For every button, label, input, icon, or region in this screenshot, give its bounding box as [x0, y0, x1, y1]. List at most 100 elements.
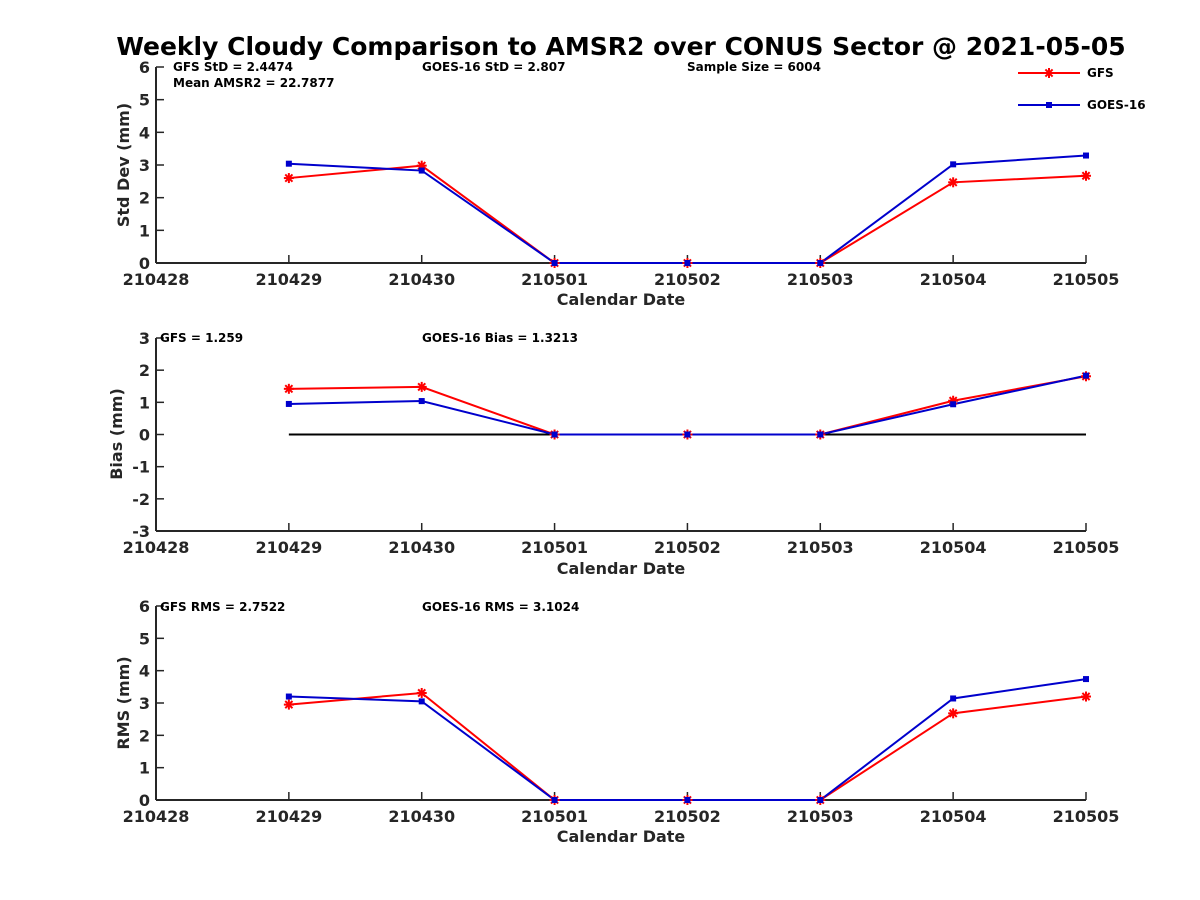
data-point-gfs — [416, 687, 427, 698]
chart-title: Weekly Cloudy Comparison to AMSR2 over C… — [116, 32, 1125, 61]
x-axis-label: Calendar Date — [557, 827, 686, 846]
x-tick-label: 210502 — [654, 538, 721, 557]
series-layer — [283, 676, 1091, 805]
y-tick-label: 2 — [139, 726, 150, 745]
data-point-goes16 — [817, 260, 824, 266]
series-line-gfs — [288, 375, 1087, 436]
annotation-gfs-bias: GFS = 1.259 — [160, 331, 243, 345]
y-tick-label: -3 — [132, 522, 150, 541]
annotation-goes16-std: GOES-16 StD = 2.807 — [422, 60, 565, 74]
data-point-goes16 — [418, 398, 425, 405]
data-point-gfs — [1081, 691, 1091, 702]
legend-entry-goes16: GOES-16 — [1018, 98, 1146, 112]
x-tick-label: 210502 — [654, 270, 721, 289]
y-axis-label: Bias (mm) — [107, 388, 126, 480]
x-tick-label: 210505 — [1053, 807, 1120, 826]
y-tick-label: -2 — [132, 490, 150, 509]
x-axis-label: Calendar Date — [557, 290, 686, 309]
data-point-goes16 — [950, 401, 957, 408]
data-point-goes16 — [684, 797, 691, 803]
x-tick-labels: 210428 210429 210430 210501 210502 210503 2105… — [123, 523, 1120, 557]
legend-marker-goes16 — [1046, 102, 1052, 108]
x-tick-label: 210505 — [1053, 270, 1120, 289]
y-tick-label: 0 — [139, 254, 150, 273]
legend-label-goes16: GOES-16 — [1087, 98, 1146, 112]
data-point-goes16 — [551, 797, 558, 803]
y-axis-label: RMS (mm) — [114, 656, 133, 749]
series-layer — [283, 152, 1091, 268]
y-tick-label: 3 — [139, 156, 150, 175]
x-tick-label: 210429 — [255, 538, 322, 557]
x-tick-label: 210503 — [787, 270, 854, 289]
data-point-goes16 — [285, 160, 292, 167]
legend-label-gfs: GFS — [1087, 66, 1114, 80]
data-point-gfs — [416, 381, 427, 392]
data-point-goes16 — [684, 431, 691, 438]
legend-marker-gfs — [1044, 68, 1054, 78]
data-point-goes16 — [950, 695, 957, 702]
x-tick-labels: 210428 210429 210430 210501 210502 210503 2105… — [123, 792, 1120, 826]
x-tick-label: 210501 — [521, 807, 588, 826]
y-tick-label: 4 — [139, 662, 150, 681]
data-point-gfs — [283, 699, 294, 710]
x-tick-label: 210430 — [388, 270, 455, 289]
annotation-goes16-rms: GOES-16 RMS = 3.1024 — [422, 600, 579, 614]
y-tick-label: -1 — [132, 458, 150, 477]
x-tick-label: 210430 — [388, 807, 455, 826]
data-point-goes16 — [1083, 372, 1089, 379]
y-tick-label: 0 — [139, 791, 150, 810]
series-layer — [283, 371, 1091, 440]
y-tick-label: 1 — [139, 759, 150, 778]
data-point-goes16 — [817, 797, 824, 803]
data-point-gfs — [948, 177, 959, 188]
y-tick-labels: 0 1 2 3 4 5 6 — [139, 597, 164, 810]
x-tick-labels: 210428 210429 210430 210501 210502 210503 2105… — [123, 255, 1120, 289]
series-line-gfs — [288, 691, 1087, 801]
data-point-gfs — [283, 173, 294, 184]
y-axis-label: Std Dev (mm) — [114, 103, 133, 227]
series-line-goes16 — [288, 678, 1087, 801]
y-tick-label: 5 — [139, 629, 150, 648]
data-point-goes16 — [1083, 676, 1089, 683]
x-tick-label: 210503 — [787, 807, 854, 826]
data-point-goes16 — [1083, 152, 1089, 159]
data-point-goes16 — [418, 698, 425, 705]
data-point-goes16 — [551, 431, 558, 438]
y-tick-label: 2 — [139, 189, 150, 208]
annotation-gfs-std: GFS StD = 2.4474 — [173, 60, 293, 74]
x-tick-label: 210503 — [787, 538, 854, 557]
x-tick-label: 210505 — [1053, 538, 1120, 557]
annotation-sample-size: Sample Size = 6004 — [687, 60, 821, 74]
x-tick-label: 210429 — [255, 807, 322, 826]
y-tick-label: 2 — [139, 361, 150, 380]
x-tick-label: 210428 — [123, 270, 190, 289]
data-point-goes16 — [551, 260, 558, 266]
annotation-goes16-bias: GOES-16 Bias = 1.3213 — [422, 331, 578, 345]
data-point-gfs — [283, 383, 294, 394]
y-tick-labels: -3 -2 -1 0 1 2 3 — [132, 329, 164, 541]
legend-entry-gfs: GFS — [1018, 66, 1114, 80]
x-tick-label: 210502 — [654, 807, 721, 826]
x-tick-label: 210504 — [920, 807, 987, 826]
x-tick-label: 210501 — [521, 270, 588, 289]
annotation-gfs-rms: GFS RMS = 2.7522 — [160, 600, 285, 614]
x-tick-label: 210430 — [388, 538, 455, 557]
data-point-goes16 — [684, 260, 691, 266]
y-tick-labels: 0 1 2 3 4 5 6 — [139, 58, 164, 273]
x-tick-label: 210504 — [920, 270, 987, 289]
y-tick-label: 1 — [139, 393, 150, 412]
data-point-gfs — [948, 708, 959, 719]
series-line-goes16 — [288, 154, 1087, 264]
series-line-goes16 — [288, 374, 1087, 436]
legend: GFS GOES-16 — [1018, 66, 1146, 112]
annotation-mean-amsr2: Mean AMSR2 = 22.7877 — [173, 76, 334, 90]
x-tick-label: 210428 — [123, 538, 190, 557]
y-tick-label: 6 — [139, 597, 150, 616]
x-tick-label: 210501 — [521, 538, 588, 557]
panel-bias: -3 -2 -1 0 1 2 3 210428 210429 210430 210501 21050… — [107, 329, 1119, 578]
y-tick-label: 1 — [139, 221, 150, 240]
y-tick-label: 3 — [139, 329, 150, 348]
data-point-goes16 — [285, 693, 292, 700]
series-line-gfs — [288, 164, 1087, 264]
